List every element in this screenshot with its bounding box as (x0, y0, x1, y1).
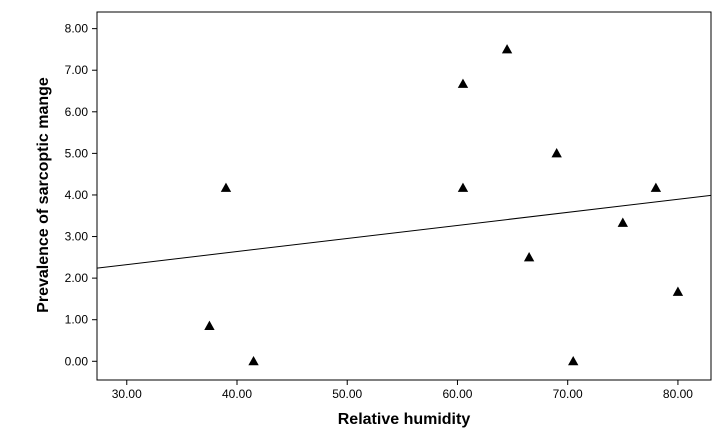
fit-line-layer (96, 194, 712, 269)
data-point (650, 182, 662, 192)
data-point (248, 355, 259, 366)
x-tick-label: 50.00 (332, 387, 362, 401)
data-point (568, 355, 579, 366)
x-tick-label: 60.00 (442, 387, 472, 401)
data-point (523, 252, 535, 262)
plot-frame (96, 11, 712, 381)
y-tick-label: 0.00 (65, 354, 89, 368)
y-tick-label: 8.00 (65, 22, 89, 36)
plot-area (96, 11, 712, 381)
fit-line (96, 194, 712, 269)
y-tick-label: 2.00 (65, 271, 89, 285)
data-point (672, 286, 684, 296)
y-tick-label: 3.00 (65, 230, 89, 244)
x-tick-label: 30.00 (112, 387, 142, 401)
y-axis-title: Prevalence of sarcoptic mange (35, 77, 52, 313)
y-tick-label: 1.00 (65, 313, 89, 327)
data-point (457, 182, 469, 192)
x-axis-title: Relative humidity (338, 411, 471, 428)
y-tick-label: 4.00 (65, 188, 89, 202)
data-point (617, 217, 628, 227)
y-tick-label: 5.00 (65, 146, 89, 160)
x-tick-label: 80.00 (663, 387, 693, 401)
data-points (204, 44, 684, 366)
y-tick-label: 7.00 (65, 63, 89, 77)
data-point (551, 148, 562, 158)
axis-ticks: 30.00 40.00 50.00 60.00 70.00 80.00 0.00 1.00 2.… (65, 22, 694, 401)
data-point (220, 182, 232, 192)
data-point (457, 78, 469, 88)
y-tick-label: 6.00 (65, 105, 89, 119)
data-point (501, 44, 513, 54)
x-tick-label: 70.00 (553, 387, 583, 401)
data-point (204, 320, 215, 330)
x-tick-label: 40.00 (222, 387, 252, 401)
